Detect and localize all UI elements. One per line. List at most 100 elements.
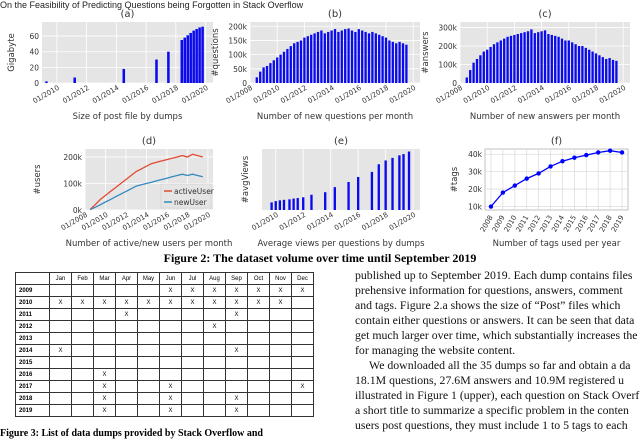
y-tick-label: 100k <box>228 51 247 60</box>
bar <box>303 37 306 83</box>
bar <box>327 31 330 83</box>
empty-cell <box>181 320 204 333</box>
bar <box>605 58 608 83</box>
x-tick-label: 01/2020 <box>388 211 417 232</box>
empty-cell <box>71 332 94 345</box>
empty-cell <box>203 404 226 417</box>
bar <box>289 46 292 83</box>
dump-mark: X <box>203 284 226 297</box>
dump-mark: X <box>49 344 72 357</box>
bar <box>377 164 380 210</box>
marker <box>584 152 589 158</box>
empty-cell <box>93 284 116 297</box>
legend-label: newUser <box>174 198 208 207</box>
y-tick-label: 200k <box>438 42 457 51</box>
dump-mark: X <box>225 296 248 309</box>
month-header: Oct <box>247 272 270 285</box>
y-axis-label: #questions <box>211 28 221 77</box>
bar <box>381 36 384 83</box>
bar <box>364 31 367 83</box>
bar <box>537 32 540 83</box>
empty-cell <box>181 392 204 405</box>
bar <box>286 48 289 83</box>
bar <box>357 176 360 210</box>
dump-mark: X <box>159 380 182 393</box>
dump-mark: X <box>203 296 226 309</box>
bar <box>486 49 489 83</box>
dump-mark: X <box>159 404 182 417</box>
empty-cell <box>269 308 292 321</box>
dump-mark: X <box>71 296 94 309</box>
x-tick-label: 01/2016 <box>334 84 364 106</box>
empty-cell <box>49 308 72 321</box>
bar <box>350 30 354 83</box>
empty-cell <box>49 332 72 345</box>
y-axis-label: Gigabyte <box>7 33 17 72</box>
empty-cell <box>115 356 138 369</box>
year-cell: 2009 <box>15 284 50 297</box>
empty-cell <box>159 332 182 345</box>
bar <box>333 187 336 210</box>
bar <box>598 55 601 83</box>
bar <box>557 36 560 83</box>
empty-cell <box>247 344 270 357</box>
bar <box>523 32 526 83</box>
empty-cell <box>137 404 160 417</box>
bar <box>591 51 594 83</box>
dump-mark: X <box>159 284 182 297</box>
dump-mark: X <box>137 296 160 309</box>
empty-cell <box>115 344 138 357</box>
chart-title: (e) <box>334 136 348 147</box>
chart-title: (a) <box>121 9 135 20</box>
x-axis-label: Number of active/new users per month <box>66 239 233 249</box>
x-tick-label: 01/2018 <box>361 84 390 105</box>
empty-cell <box>159 356 182 369</box>
empty-cell <box>269 344 292 357</box>
dump-mark: X <box>159 392 182 405</box>
bar <box>588 49 591 83</box>
y-tick-label: 20 <box>29 63 39 72</box>
empty-cell <box>93 320 116 333</box>
empty-cell <box>225 380 248 393</box>
empty-cell <box>291 404 314 417</box>
empty-cell <box>159 320 182 333</box>
table-row: 2012 X <box>15 320 314 333</box>
bar <box>526 31 530 83</box>
bar <box>45 81 48 83</box>
x-tick-label: 01/2018 <box>151 84 180 105</box>
empty-cell <box>71 284 94 297</box>
bar <box>550 34 553 83</box>
bar <box>198 27 201 84</box>
empty-cell <box>203 380 226 393</box>
x-tick-label: 01/2012 <box>279 84 308 105</box>
bar <box>547 34 550 83</box>
x-tick-label: 01/2016 <box>333 211 363 233</box>
empty-cell <box>71 308 94 321</box>
dump-mark: X <box>291 380 314 393</box>
x-tick-label: 01/2020 <box>388 84 417 105</box>
bar <box>282 199 286 210</box>
y-tick-label: 100k <box>63 179 82 188</box>
dump-mark: X <box>181 296 204 309</box>
empty-cell <box>203 344 226 357</box>
bar <box>357 29 360 83</box>
bar <box>310 34 313 83</box>
plot-background <box>262 149 420 210</box>
empty-cell <box>269 332 292 345</box>
x-axis-label: Size of post file by dumps <box>73 112 183 122</box>
bar <box>615 60 618 83</box>
bar <box>567 40 570 83</box>
bar <box>299 40 303 83</box>
bar <box>73 77 76 83</box>
empty-cell <box>291 320 314 333</box>
y-tick-label: 200k <box>228 22 247 31</box>
chart-title: (d) <box>142 136 156 147</box>
empty-cell <box>247 392 270 405</box>
bar <box>122 68 126 83</box>
bar <box>313 33 316 83</box>
bar <box>192 30 195 84</box>
bar <box>316 31 320 83</box>
x-axis-label: Number of new questions per month <box>257 112 413 122</box>
y-tick-label: 200k <box>63 153 82 162</box>
